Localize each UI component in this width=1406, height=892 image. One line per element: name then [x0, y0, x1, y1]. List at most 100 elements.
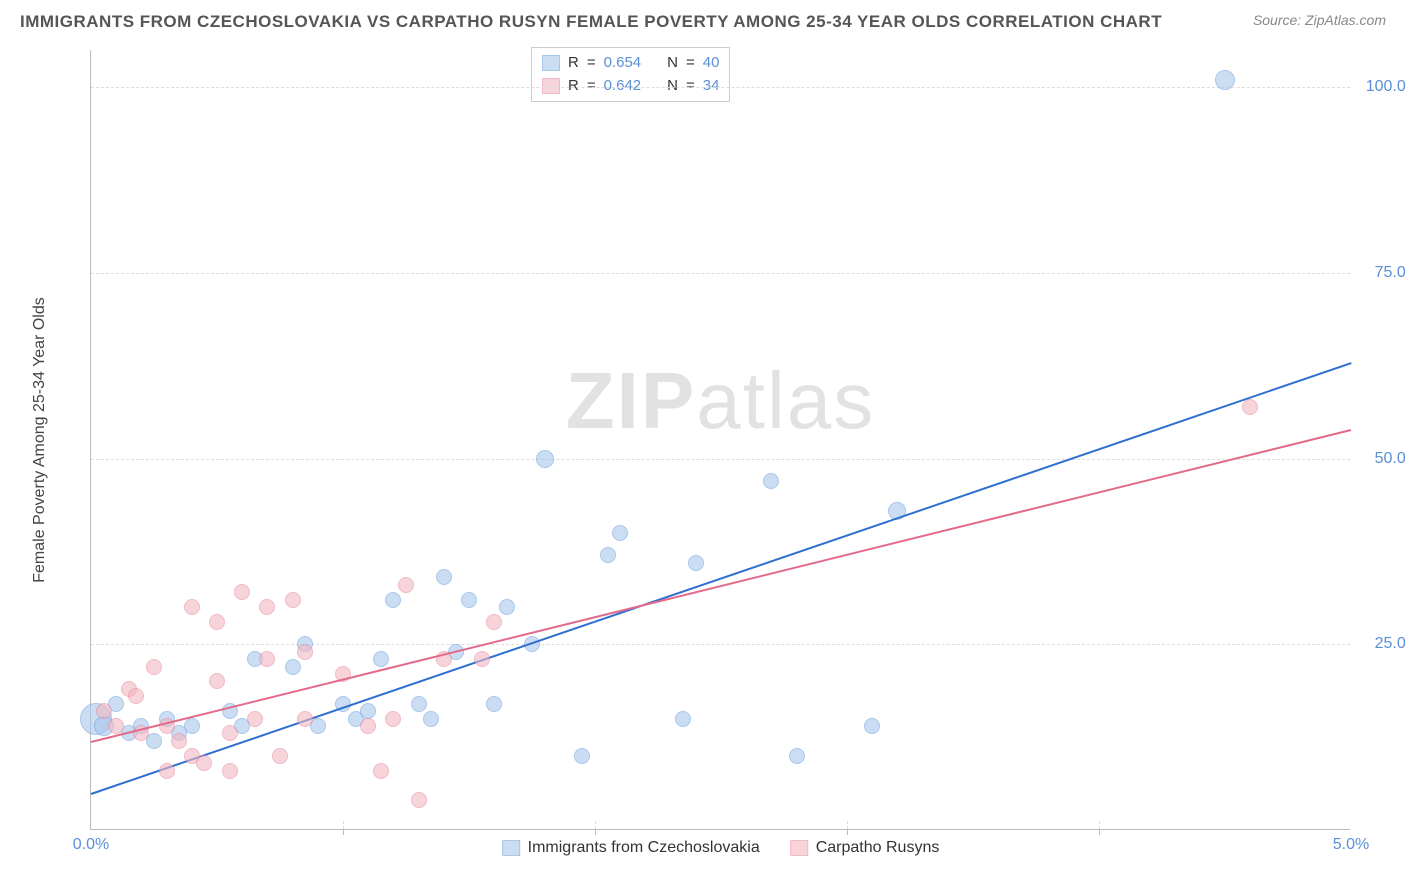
data-point-rusyns [209, 614, 225, 630]
data-point-rusyns [474, 651, 490, 667]
y-tick-label: 75.0% [1375, 264, 1406, 282]
legend-n-value: 40 [703, 52, 720, 75]
data-point-czechoslovakia [789, 748, 805, 764]
y-tick-label: 50.0% [1375, 450, 1406, 468]
data-point-rusyns [259, 599, 275, 615]
legend-r-value: 0.642 [604, 75, 642, 98]
gridline-horizontal [91, 273, 1350, 274]
legend-correlation-box: R = 0.654 N = 40 R = 0.642 N = 34 [531, 47, 730, 102]
gridline-horizontal [91, 644, 1350, 645]
legend-n-label: N [667, 75, 678, 98]
legend-item-czechoslovakia: Immigrants from Czechoslovakia [502, 839, 760, 857]
data-point-rusyns [128, 688, 144, 704]
legend-swatch-icon [542, 55, 560, 71]
chart-source: Source: ZipAtlas.com [1253, 12, 1386, 28]
data-point-czechoslovakia [574, 748, 590, 764]
data-point-rusyns [196, 755, 212, 771]
legend-item-rusyns: Carpatho Rusyns [790, 839, 940, 857]
data-point-czechoslovakia [1215, 70, 1235, 90]
legend-series: Immigrants from Czechoslovakia Carpatho R… [502, 839, 940, 857]
source-value: ZipAtlas.com [1305, 12, 1386, 28]
gridline-horizontal [91, 87, 1350, 88]
data-point-czechoslovakia [864, 718, 880, 734]
legend-eq: = [587, 52, 596, 75]
data-point-rusyns [360, 718, 376, 734]
data-point-czechoslovakia [600, 547, 616, 563]
data-point-rusyns [146, 659, 162, 675]
data-point-rusyns [486, 614, 502, 630]
legend-r-label: R [568, 52, 579, 75]
data-point-czechoslovakia [612, 525, 628, 541]
legend-eq: = [686, 75, 695, 98]
chart-area: Female Poverty Among 25-34 Year Olds ZIP… [70, 50, 1350, 830]
data-point-czechoslovakia [675, 711, 691, 727]
data-point-rusyns [1242, 399, 1258, 415]
legend-swatch-icon [542, 78, 560, 94]
data-point-czechoslovakia [688, 555, 704, 571]
data-point-rusyns [297, 711, 313, 727]
gridline-vertical [847, 821, 848, 829]
data-point-czechoslovakia [423, 711, 439, 727]
trend-line-rusyns [91, 429, 1351, 743]
gridline-vertical [595, 821, 596, 829]
data-point-czechoslovakia [411, 696, 427, 712]
data-point-rusyns [272, 748, 288, 764]
data-point-czechoslovakia [385, 592, 401, 608]
data-point-rusyns [259, 651, 275, 667]
legend-swatch-icon [790, 840, 808, 856]
legend-n-label: N [667, 52, 678, 75]
legend-swatch-icon [502, 840, 520, 856]
data-point-rusyns [411, 792, 427, 808]
x-tick-mark [595, 829, 596, 835]
x-tick-mark [847, 829, 848, 835]
watermark-light: atlas [696, 356, 875, 445]
legend-r-value: 0.654 [604, 52, 642, 75]
data-point-rusyns [209, 673, 225, 689]
data-point-rusyns [247, 711, 263, 727]
x-tick-mark [1099, 829, 1100, 835]
gridline-vertical [343, 821, 344, 829]
trend-line-czechoslovakia [91, 362, 1352, 795]
y-axis-label: Female Poverty Among 25-34 Year Olds [31, 297, 49, 583]
data-point-czechoslovakia [360, 703, 376, 719]
legend-row-czechoslovakia: R = 0.654 N = 40 [542, 52, 719, 75]
data-point-czechoslovakia [486, 696, 502, 712]
watermark-bold: ZIP [566, 356, 696, 445]
data-point-czechoslovakia [285, 659, 301, 675]
legend-series-label: Carpatho Rusyns [816, 839, 940, 857]
x-tick-label: 5.0% [1333, 836, 1369, 854]
legend-eq: = [686, 52, 695, 75]
data-point-rusyns [184, 599, 200, 615]
data-point-rusyns [385, 711, 401, 727]
y-tick-label: 100.0% [1366, 78, 1406, 96]
data-point-rusyns [373, 763, 389, 779]
legend-eq: = [587, 75, 596, 98]
legend-n-value: 34 [703, 75, 720, 98]
legend-series-label: Immigrants from Czechoslovakia [528, 839, 760, 857]
legend-r-label: R [568, 75, 579, 98]
data-point-czechoslovakia [184, 718, 200, 734]
data-point-rusyns [108, 718, 124, 734]
data-point-rusyns [222, 725, 238, 741]
chart-title: IMMIGRANTS FROM CZECHOSLOVAKIA VS CARPAT… [20, 12, 1162, 32]
x-tick-label: 0.0% [73, 836, 109, 854]
source-label: Source: [1253, 12, 1305, 28]
data-point-rusyns [171, 733, 187, 749]
data-point-czechoslovakia [373, 651, 389, 667]
data-point-czechoslovakia [499, 599, 515, 615]
scatter-plot: ZIPatlas R=0.654N=40R=0.642N=34 Immigran… [90, 50, 1350, 830]
data-point-czechoslovakia [763, 473, 779, 489]
data-point-rusyns [159, 763, 175, 779]
gridline-horizontal [91, 459, 1350, 460]
data-point-rusyns [96, 703, 112, 719]
data-point-rusyns [297, 644, 313, 660]
watermark: ZIPatlas [566, 355, 875, 447]
data-point-czechoslovakia [436, 569, 452, 585]
data-point-czechoslovakia [461, 592, 477, 608]
data-point-rusyns [234, 584, 250, 600]
data-point-rusyns [285, 592, 301, 608]
data-point-rusyns [222, 763, 238, 779]
y-tick-label: 25.0% [1375, 635, 1406, 653]
data-point-czechoslovakia [536, 450, 554, 468]
data-point-rusyns [398, 577, 414, 593]
